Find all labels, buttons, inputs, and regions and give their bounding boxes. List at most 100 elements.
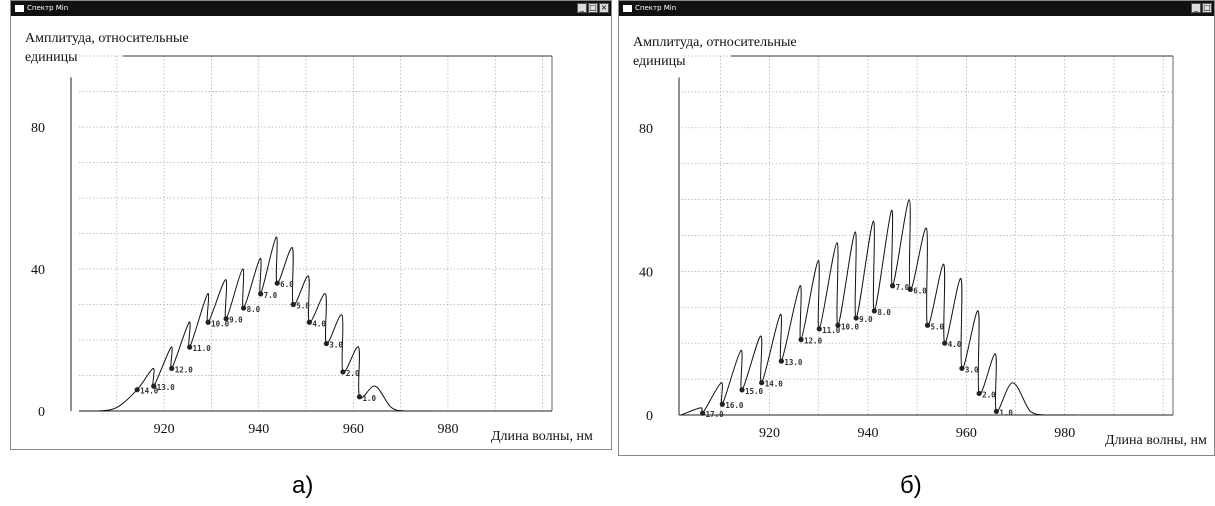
x-tick-label: 960 <box>956 426 977 441</box>
minimize-button[interactable]: _ <box>1191 3 1201 13</box>
window-titlebar: Спектр Min _ □ × <box>11 1 611 16</box>
panel-caption: б) <box>900 472 922 499</box>
data-point-label: 3.0 <box>329 341 343 350</box>
data-point-marker <box>151 383 157 389</box>
data-point-marker <box>223 316 229 322</box>
x-tick-label: 920 <box>154 422 175 437</box>
data-point-label: 10.0 <box>211 319 230 328</box>
data-point-label: 9.0 <box>229 316 243 325</box>
x-axis-label: Длина волны, нм <box>491 429 593 444</box>
data-point-marker <box>853 315 859 321</box>
data-point-label: 13.0 <box>157 383 176 392</box>
data-point-label: 14.0 <box>765 380 784 389</box>
data-point-marker <box>798 337 804 343</box>
data-point-marker <box>241 305 247 311</box>
data-point-marker <box>993 408 999 415</box>
minimize-button[interactable]: _ <box>577 3 587 13</box>
data-point-label: 7.0 <box>264 291 278 300</box>
data-point-label: 4.0 <box>312 319 326 328</box>
y-tick-label: 40 <box>31 263 45 278</box>
data-point-marker <box>959 365 965 371</box>
spectrum-panel-a: Спектр Min _ □ × 0 40 80 920 940 960 980 14.0 13… <box>10 0 612 499</box>
x-tick-label: 940 <box>857 426 878 441</box>
y-axis-label-line1: Амплитуда, относительные <box>25 31 189 46</box>
data-point-label: 11.0 <box>822 326 841 335</box>
data-point-marker <box>169 365 175 371</box>
spectrum-line <box>79 236 434 412</box>
data-point-label: 15.0 <box>745 387 764 396</box>
data-point-label: 13.0 <box>784 358 803 367</box>
data-point-label: 17.0 <box>706 410 725 419</box>
data-point-label: 1.0 <box>362 394 376 403</box>
data-point-marker <box>340 369 346 375</box>
y-tick-label: 0 <box>38 405 45 420</box>
data-point-marker <box>976 390 982 397</box>
spectrum-line <box>679 199 1075 416</box>
data-point-label: 1.0 <box>999 408 1013 417</box>
data-point-marker <box>205 319 211 325</box>
data-point-marker <box>306 319 312 325</box>
data-point-label: 12.0 <box>175 365 194 374</box>
window-app-icon <box>15 4 24 12</box>
data-point-label: 8.0 <box>247 305 261 314</box>
y-tick-label: 80 <box>31 121 45 136</box>
y-tick-label: 40 <box>639 265 653 280</box>
data-point-label: 14.0 <box>140 387 159 396</box>
data-point-marker <box>187 344 193 350</box>
data-point-label: 10.0 <box>841 322 860 331</box>
data-point-marker <box>889 283 896 289</box>
data-point-label: 5.0 <box>296 302 310 311</box>
data-point-label: 5.0 <box>930 322 944 331</box>
data-point-marker <box>871 308 877 314</box>
spectrum-window-b: Спектр Min _ □ 0 40 80 920 940 960 980 17.0 16.0… <box>618 0 1215 456</box>
window-app-icon <box>623 4 632 12</box>
close-button[interactable]: × <box>599 3 609 13</box>
spectrum-chart-b: 0 40 80 920 940 960 980 17.016.015.014.0 13.0 12.… <box>639 55 1174 441</box>
data-point-marker <box>258 291 264 297</box>
data-point-marker <box>356 394 363 400</box>
data-point-marker <box>907 286 913 292</box>
data-point-label: 4.0 <box>948 340 962 349</box>
data-point-marker <box>816 326 822 332</box>
data-point-marker <box>323 340 329 347</box>
data-point-marker <box>134 387 140 393</box>
spectrum-window-a: Спектр Min _ □ × 0 40 80 920 940 960 980 14.0 13… <box>10 0 612 450</box>
data-point-marker <box>924 322 931 328</box>
data-point-marker <box>835 322 841 328</box>
y-axis-label-line2: единицы <box>25 50 78 65</box>
x-tick-label: 980 <box>437 422 458 437</box>
data-point-label: 6.0 <box>913 286 927 295</box>
maximize-button[interactable]: □ <box>588 3 598 13</box>
x-tick-label: 980 <box>1054 426 1075 441</box>
window-title: Спектр Min <box>27 4 69 12</box>
data-point-label: 3.0 <box>965 365 979 374</box>
data-point-label: 2.0 <box>346 369 360 378</box>
data-point-marker <box>942 340 948 346</box>
data-point-label: 7.0 <box>896 283 910 292</box>
x-tick-label: 920 <box>759 426 780 441</box>
data-point-marker <box>274 280 280 286</box>
spectrum-chart-a: 0 40 80 920 940 960 980 14.013.0 12.0 11.0 10.0 9.0… <box>31 55 553 437</box>
y-axis-label-line2: единицы <box>633 54 686 69</box>
x-tick-label: 960 <box>343 422 364 437</box>
data-point-label: 2.0 <box>982 390 996 399</box>
data-point-marker <box>290 301 296 308</box>
data-point-marker <box>719 401 725 407</box>
data-point-label: 8.0 <box>877 308 891 317</box>
window-titlebar: Спектр Min _ □ <box>619 1 1214 16</box>
data-point-label: 6.0 <box>280 280 294 289</box>
data-point-marker <box>778 358 784 364</box>
window-title: Спектр Min <box>635 4 677 12</box>
panel-caption: а) <box>292 472 314 499</box>
maximize-button[interactable]: □ <box>1202 3 1212 13</box>
data-point-label: 12.0 <box>804 337 823 346</box>
y-axis-label: Амплитуда, относительные единицы <box>25 29 189 67</box>
data-point-label: 11.0 <box>193 344 212 353</box>
data-point-marker <box>739 387 745 393</box>
y-axis-label-line1: Амплитуда, относительные <box>633 35 797 50</box>
data-point-marker <box>759 380 765 386</box>
x-axis-label: Длина волны, нм <box>1105 433 1207 448</box>
y-tick-label: 0 <box>646 409 653 424</box>
data-point-marker <box>700 410 706 416</box>
y-axis-label: Амплитуда, относительные единицы <box>633 33 797 71</box>
